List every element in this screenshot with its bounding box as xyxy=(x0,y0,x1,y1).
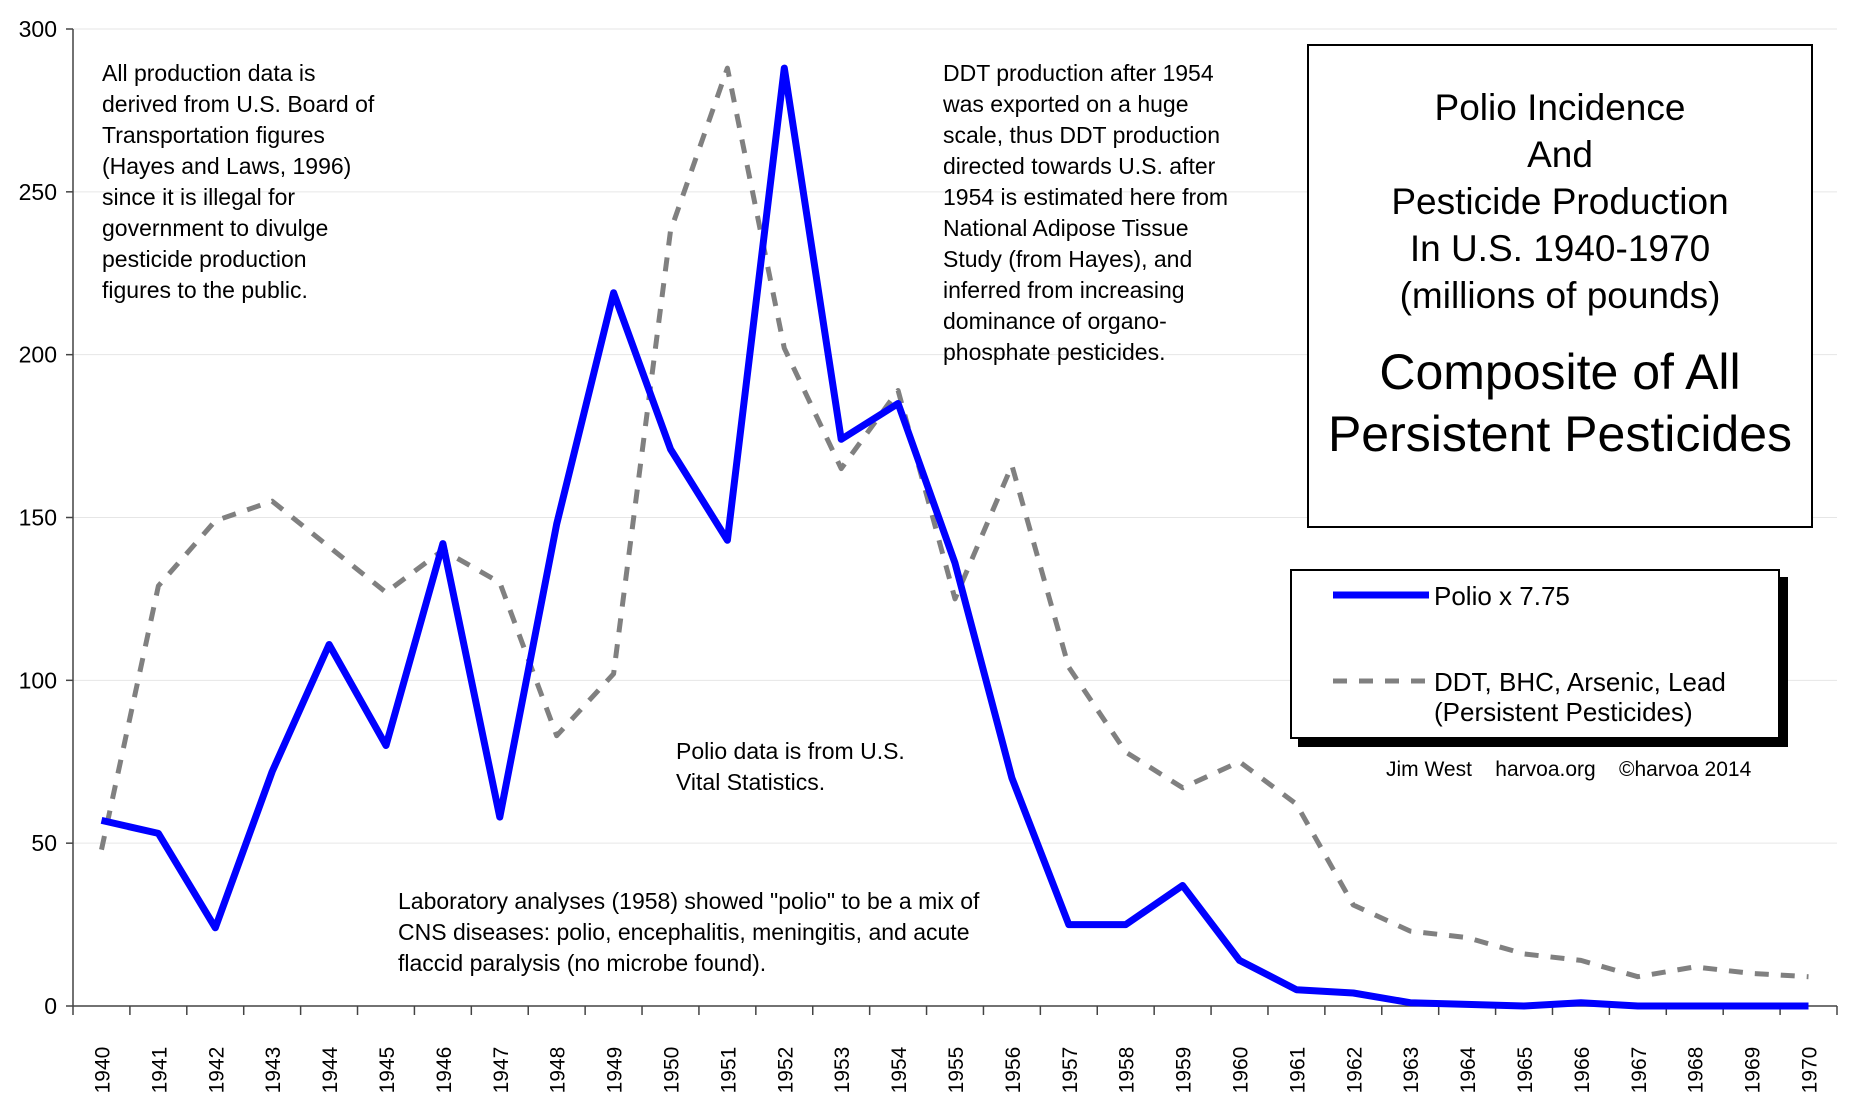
chart-title: Polio Incidence And Pesticide Production… xyxy=(1391,87,1729,316)
y-axis: 0 50 100 150 200 250 300 xyxy=(19,16,74,1019)
series-line-pesticides-group xyxy=(99,65,1809,980)
legend-label-pesticides: DDT, BHC, Arsenic, Lead (Persistent Pest… xyxy=(1434,667,1726,727)
y-tick-label: 100 xyxy=(19,667,57,693)
x-tick-label: 1966 xyxy=(1571,1047,1594,1094)
x-tick-label: 1952 xyxy=(774,1047,797,1094)
x-tick-label: 1956 xyxy=(1002,1047,1025,1094)
x-tick-label: 1968 xyxy=(1685,1047,1708,1094)
x-tick-label: 1955 xyxy=(945,1047,968,1094)
production-note: All production data is derived from U.S.… xyxy=(102,60,375,303)
x-tick-label: 1953 xyxy=(831,1047,854,1094)
polio-source-note: Polio data is from U.S. Vital Statistics… xyxy=(676,738,905,795)
x-tick-label: 1958 xyxy=(1116,1047,1139,1094)
series-line-polio-group xyxy=(100,64,1809,1010)
x-tick-label: 1945 xyxy=(376,1047,399,1094)
x-tick-label: 1951 xyxy=(717,1047,740,1094)
x-tick-label: 1964 xyxy=(1457,1046,1480,1093)
lab-note: Laboratory analyses (1958) showed "polio… xyxy=(398,888,980,976)
x-tick-label: 1970 xyxy=(1799,1047,1822,1094)
x-tick-label: 1959 xyxy=(1173,1047,1196,1094)
title-box: Polio Incidence And Pesticide Production… xyxy=(1307,44,1813,528)
legend-swatches xyxy=(1333,591,1429,684)
x-tick-label: 1950 xyxy=(660,1047,683,1094)
gridlines xyxy=(73,28,1837,844)
x-tick-label: 1943 xyxy=(262,1047,285,1094)
x-tick-label: 1944 xyxy=(319,1046,342,1093)
x-tick-label: 1963 xyxy=(1400,1047,1423,1094)
x-tick-label: 1942 xyxy=(205,1047,228,1094)
y-tick-label: 0 xyxy=(44,993,57,1019)
ddt-note: DDT production after 1954 was exported o… xyxy=(943,60,1229,365)
x-tick-label: 1960 xyxy=(1230,1047,1253,1094)
x-tick-label: 1946 xyxy=(433,1047,456,1094)
x-tick-label: 1967 xyxy=(1628,1047,1651,1094)
y-tick-label: 50 xyxy=(31,830,57,856)
x-tick-label: 1948 xyxy=(547,1047,570,1094)
x-tick-label: 1947 xyxy=(490,1047,513,1094)
x-tick-label: 1969 xyxy=(1742,1047,1765,1094)
y-tick-label: 200 xyxy=(19,342,57,368)
credits: Jim West harvoa.org ©harvoa 2014 xyxy=(1386,758,1752,781)
x-tick-label: 1949 xyxy=(604,1047,627,1094)
legend: Polio x 7.75 DDT, BHC, Arsenic, Lead (Pe… xyxy=(1290,569,1780,739)
x-axis: 1940 1941 1942 1943 1944 1945 1946 1947 1948 1949… xyxy=(72,1005,1838,1094)
x-tick-label: 1965 xyxy=(1514,1047,1537,1094)
x-tick-label: 1954 xyxy=(888,1046,911,1093)
chart-subtitle: Composite of All Persistent Pesticides xyxy=(1327,344,1793,462)
x-tick-label: 1941 xyxy=(148,1047,171,1094)
x-tick-label: 1940 xyxy=(91,1047,114,1094)
y-tick-label: 150 xyxy=(19,505,57,531)
series-lines xyxy=(99,64,1809,1010)
x-tick-label: 1962 xyxy=(1343,1047,1366,1094)
x-tick-label: 1961 xyxy=(1286,1047,1309,1094)
x-tick-label: 1957 xyxy=(1059,1047,1082,1094)
legend-label-polio: Polio x 7.75 xyxy=(1434,581,1570,611)
y-tick-label: 250 xyxy=(19,179,57,205)
series-line-pesticides xyxy=(99,65,1809,980)
y-tick-label: 300 xyxy=(19,16,57,42)
